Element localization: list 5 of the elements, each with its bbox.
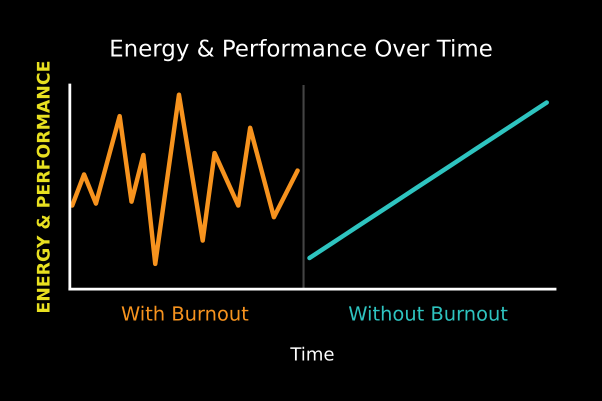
text: Without Burnout — [348, 306, 508, 321]
y-axis-title: ENERGY & PERFORMANCE — [36, 62, 50, 312]
text: With Burnout — [122, 306, 248, 321]
x-axis-title: Time — [290, 346, 334, 361]
chart-title: Energy & Performance Over Time — [111, 39, 492, 62]
